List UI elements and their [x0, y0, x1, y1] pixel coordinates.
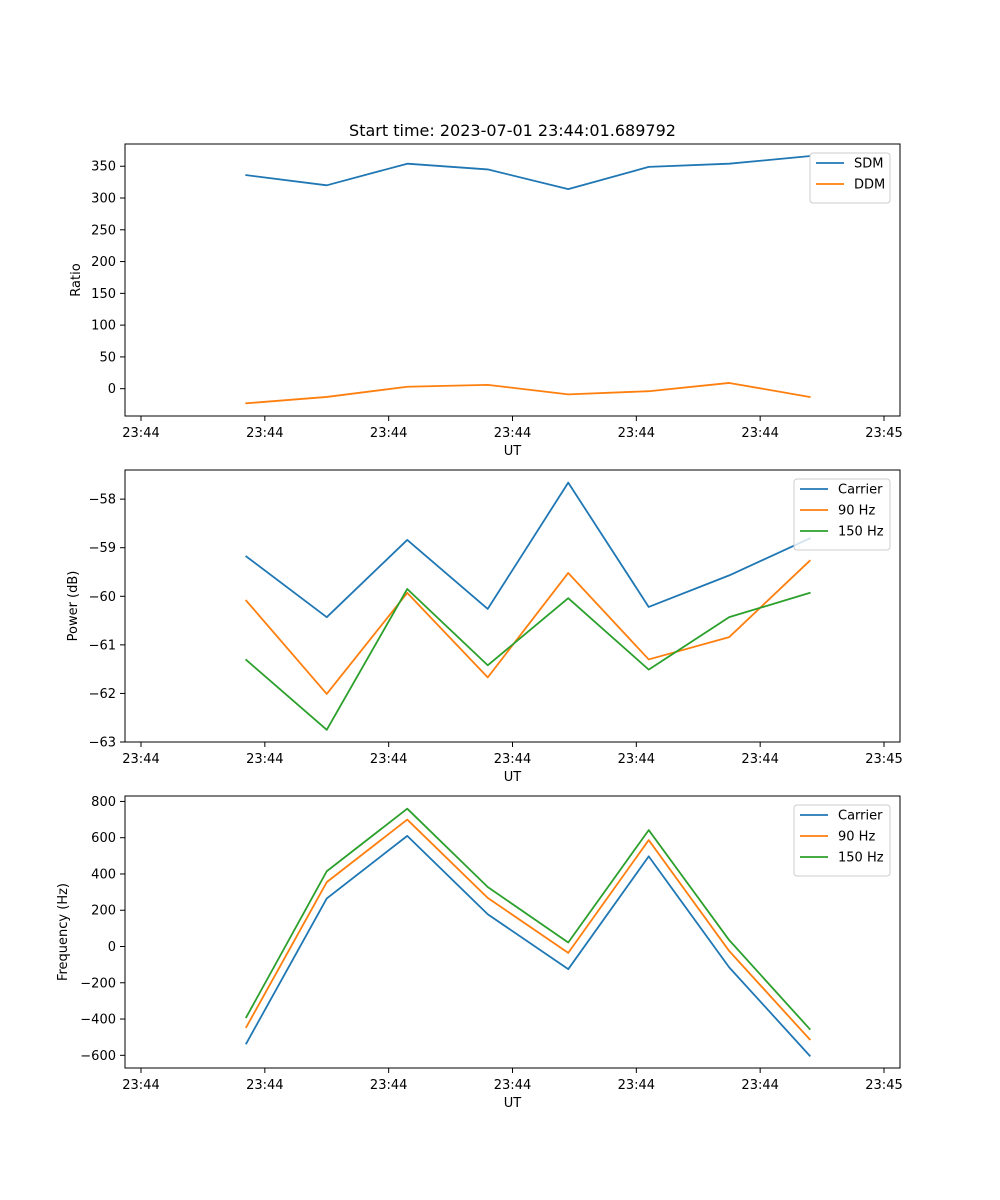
legend-label-90-hz: 90 Hz [838, 504, 875, 519]
y-tick-label: −600 [80, 1049, 116, 1064]
series-line-90-hz [244, 559, 811, 695]
legend-label-sdm: SDM [854, 157, 883, 172]
y-tick-label: 600 [91, 831, 116, 846]
y-tick-label: 350 [91, 160, 116, 175]
x-axis-label: UT [504, 770, 522, 785]
chart-panel-1: 23:44 23:44 23:44 23:44 23:44 23:44 23:45 0 50 10… [69, 143, 903, 459]
x-tick-label: 23:44 [741, 752, 778, 767]
figure-title: Start time: 2023-07-01 23:44:01.689792 [349, 121, 676, 140]
legend-label-carrier: Carrier [838, 483, 883, 498]
series-line-90-hz [245, 818, 811, 1041]
series-line-150-hz [245, 807, 811, 1031]
series-group [244, 481, 811, 731]
legend-label-150-hz: 150 Hz [838, 851, 884, 866]
y-axis-label: Power (dB) [66, 571, 81, 642]
series-line-carrier [245, 834, 811, 1057]
x-tick-label: 23:44 [246, 752, 283, 767]
x-tick-label: 23:44 [618, 1078, 655, 1093]
y-axis-label: Frequency (Hz) [56, 883, 71, 981]
x-tick-label: 23:45 [865, 426, 902, 441]
y-tick-label: 50 [99, 350, 116, 365]
x-tick-label: 23:44 [370, 426, 407, 441]
x-tick-label: 23:44 [494, 752, 531, 767]
y-axis-label: Ratio [69, 263, 84, 296]
y-tick-label: 150 [91, 287, 116, 302]
legend-label-carrier: Carrier [838, 809, 883, 824]
y-tick-label: 800 [91, 795, 116, 810]
x-tick-label: 23:44 [618, 752, 655, 767]
legend-box [809, 152, 891, 204]
legend: Carrier 90 Hz 150 Hz [793, 804, 891, 877]
y-tick-label: 200 [91, 904, 116, 919]
legend-box [793, 478, 891, 551]
x-tick-label: 23:45 [865, 752, 902, 767]
x-tick-label: 23:44 [741, 1078, 778, 1093]
legend: Carrier 90 Hz 150 Hz [793, 478, 891, 551]
y-tick-label: −200 [80, 976, 116, 991]
plot-area [125, 470, 900, 742]
x-tick-label: 23:44 [618, 426, 655, 441]
panels: 23:44 23:44 23:44 23:44 23:44 23:44 23:45 0 50 10… [56, 143, 903, 1111]
series-line-150-hz [244, 588, 811, 731]
x-tick-label: 23:44 [494, 1078, 531, 1093]
x-tick-label: 23:44 [370, 752, 407, 767]
legend-label-90-hz: 90 Hz [838, 830, 875, 845]
y-tick-label: 0 [108, 940, 116, 955]
series-group [245, 807, 811, 1057]
y-tick-label: −400 [80, 1013, 116, 1028]
chart-panel-2: 23:44 23:44 23:44 23:44 23:44 23:44 23:45 −63 −6… [66, 469, 903, 785]
y-tick-label: −63 [89, 736, 116, 751]
legend-label-ddm: DDM [854, 178, 885, 193]
x-tick-label: 23:44 [122, 1078, 159, 1093]
chart-panel-3: 23:44 23:44 23:44 23:44 23:44 23:44 23:45 −600 −… [56, 795, 903, 1111]
plot-area [125, 144, 900, 416]
x-tick-label: 23:44 [246, 426, 283, 441]
y-tick-label: −62 [89, 687, 116, 702]
series-group [245, 155, 811, 405]
x-tick-label: 23:44 [370, 1078, 407, 1093]
y-tick-label: 300 [91, 192, 116, 207]
y-tick-label: 250 [91, 223, 116, 238]
x-axis-label: UT [504, 444, 522, 459]
x-tick-label: 23:44 [122, 426, 159, 441]
legend-label-150-hz: 150 Hz [838, 525, 884, 540]
x-axis-label: UT [504, 1096, 522, 1111]
y-tick-label: −59 [89, 541, 116, 556]
y-tick-label: 400 [91, 867, 116, 882]
x-tick-label: 23:44 [741, 426, 778, 441]
y-tick-label: 200 [91, 255, 116, 270]
x-tick-label: 23:44 [246, 1078, 283, 1093]
y-tick-label: −60 [89, 590, 116, 605]
series-line-sdm [245, 155, 811, 191]
y-tick-label: −58 [89, 493, 116, 508]
series-line-ddm [245, 382, 811, 405]
series-line-carrier [244, 481, 811, 619]
y-tick-label: 100 [91, 319, 116, 334]
legend: SDM DDM [809, 152, 891, 204]
y-tick-label: −61 [89, 638, 116, 653]
x-tick-label: 23:44 [494, 426, 531, 441]
x-tick-label: 23:45 [865, 1078, 902, 1093]
y-tick-label: 0 [108, 382, 116, 397]
legend-box [793, 804, 891, 877]
x-tick-label: 23:44 [122, 752, 159, 767]
